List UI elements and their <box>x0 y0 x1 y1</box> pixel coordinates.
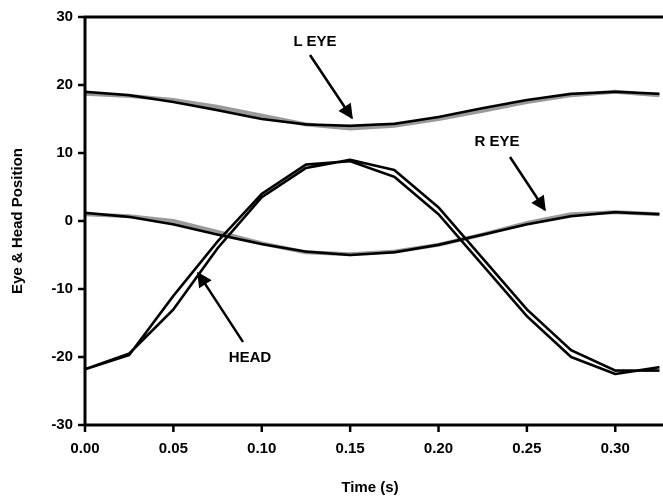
y-axis-label: Eye & Head Position <box>9 148 26 294</box>
annotation: HEAD <box>229 349 272 366</box>
y-tick-label: 10 <box>56 144 73 161</box>
x-tick-label: 0.15 <box>336 440 365 457</box>
x-axis-label: Time (s) <box>341 479 398 496</box>
y-tick-label: 0 <box>65 212 73 229</box>
y-tick-label: -30 <box>51 416 73 433</box>
x-tick-label: 0.25 <box>512 440 541 457</box>
annotation-arrow <box>196 271 245 343</box>
x-tick-label: 0.00 <box>70 440 99 457</box>
annotation: R EYE <box>474 133 519 150</box>
annotation: L EYE <box>293 33 336 50</box>
annotation-arrow <box>308 54 354 120</box>
y-tick-label: -10 <box>51 280 73 297</box>
line <box>85 210 660 257</box>
line <box>85 159 660 376</box>
y-tick-label: 20 <box>56 76 73 93</box>
line <box>85 89 660 131</box>
y-tick-label: 30 <box>56 8 73 25</box>
annotation-arrow <box>508 156 547 212</box>
line <box>85 90 660 128</box>
line <box>85 210 660 257</box>
y-tick-label: -20 <box>51 348 73 365</box>
line <box>85 158 660 372</box>
x-tick-label: 0.10 <box>247 440 276 457</box>
x-tick-label: 0.20 <box>424 440 453 457</box>
x-tick-label: 0.05 <box>159 440 188 457</box>
x-tick-label: 0.30 <box>601 440 630 457</box>
